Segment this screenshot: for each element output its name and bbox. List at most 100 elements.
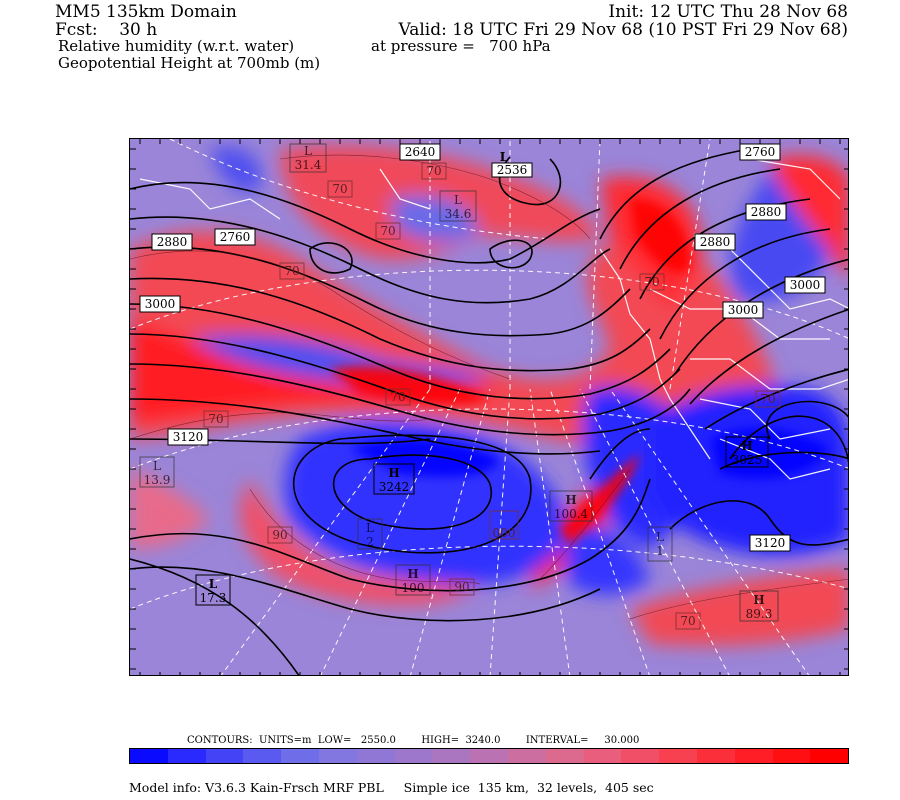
height-label: 2880 [694,233,736,251]
svg-text:90: 90 [454,580,469,594]
svg-text:H: H [741,439,752,453]
color-scale-swatch [583,749,622,763]
svg-text:70: 70 [380,224,395,238]
svg-text:H: H [753,593,764,607]
high-marker: H 3025 [725,436,769,468]
color-scale-swatch [507,749,546,763]
rh-label: 70 [421,162,447,180]
svg-text:70: 70 [390,390,405,404]
svg-text:1: 1 [656,544,664,558]
svg-text:100.4: 100.4 [554,507,589,521]
svg-text:L: L [304,144,312,158]
domain-title: MM5 135km Domain [55,2,237,22]
color-scale-swatch [696,749,735,763]
low-marker: L 31.4 [289,143,327,173]
svg-text:13.9: 13.9 [144,473,171,487]
svg-text:3120: 3120 [173,430,204,444]
map-plot: 2640 2760 2880 2760 2880 2880 [129,138,849,676]
valid-time: Valid: 18 UTC Fri 29 Nov 68 (10 PST Fri … [398,20,848,40]
svg-text:2880: 2880 [751,205,782,219]
svg-text:3000: 3000 [145,297,176,311]
svg-text:70: 70 [208,412,223,426]
svg-text:L: L [656,530,664,544]
color-scale-swatch [205,749,244,763]
color-scale-swatch [281,749,319,763]
rh-label: 70 [327,180,353,198]
rh-label: 90 [267,526,293,544]
svg-text:2760: 2760 [220,230,251,244]
color-scale-swatch [432,749,471,763]
high-marker: H 100 [395,564,431,596]
rh-label: 70 [375,222,401,240]
low-marker: L 2 [357,518,383,550]
svg-text:H: H [407,567,418,581]
rh-label: 70 [675,612,701,630]
rh-label: 70 [203,410,229,428]
height-label: 3000 [139,295,181,313]
svg-text:2640: 2640 [405,145,436,159]
high-marker: H 100.4 [549,490,593,522]
forecast-hour: Fcst: 30 h [55,20,158,40]
color-scale-swatch [810,749,849,763]
color-scale-swatch [167,749,206,763]
svg-text:2880: 2880 [157,235,188,249]
color-scale-swatch [621,749,660,763]
svg-text:90: 90 [272,528,287,542]
color-scale-swatch [470,749,508,763]
color-scale-swatch [243,749,282,763]
height-label: 2880 [745,203,787,221]
low-marker: L 34.6 [439,190,477,222]
svg-text:31.4: 31.4 [295,158,322,172]
svg-text:3000: 3000 [728,303,759,317]
svg-text:3120: 3120 [755,536,786,550]
svg-text:70: 70 [426,164,441,178]
high-marker: H 89.3 [739,590,779,622]
svg-text:34.6: 34.6 [445,207,472,221]
svg-text:2536: 2536 [497,163,528,177]
svg-text:100: 100 [402,581,425,595]
pressure-level: at pressure = 700 hPa [371,37,551,55]
svg-text:70: 70 [644,275,659,289]
rh-label: 90 [449,578,475,596]
svg-text:3000: 3000 [790,278,821,292]
height-label: 2760 [739,143,781,161]
color-scale-swatch [394,749,433,763]
color-scale-bar [129,748,849,764]
svg-text:H: H [565,493,576,507]
color-scale-swatch [130,749,168,763]
height-label: 3000 [722,301,764,319]
svg-text:L: L [153,459,161,473]
rh-label: 000 [489,510,519,540]
color-scale-swatch [734,749,773,763]
svg-text:70: 70 [284,264,299,278]
svg-text:70: 70 [680,614,695,628]
svg-text:2: 2 [366,535,374,549]
svg-text:70: 70 [760,392,775,406]
svg-text:2760: 2760 [745,145,776,159]
color-scale-swatch [772,749,811,763]
low-marker: L 1 [647,526,673,562]
field-height-label: Geopotential Height at 700mb (m) [58,54,321,72]
model-info: Model info: V3.6.3 Kain-Frsch MRF PBL Si… [129,780,654,795]
color-scale-swatch [545,749,584,763]
svg-text:17.3: 17.3 [200,591,227,605]
svg-text:2880: 2880 [700,235,731,249]
svg-text:H: H [388,466,399,480]
low-marker: L 2536 [491,150,533,178]
init-time: Init: 12 UTC Thu 28 Nov 68 [608,2,848,22]
high-marker: H 3242 [373,463,415,495]
svg-text:L: L [366,521,374,535]
svg-text:3025: 3025 [732,453,763,467]
height-label: 3120 [167,428,209,446]
contour-info: CONTOURS: UNITS=m LOW= 2550.0 HIGH= 3240… [187,735,640,746]
svg-text:70: 70 [332,182,347,196]
svg-text:3242: 3242 [379,480,410,494]
svg-text:89.3: 89.3 [746,607,773,621]
height-label: 2760 [214,228,256,246]
rh-label: 70 [639,273,665,291]
rh-label: 70 [279,262,305,280]
height-label: 2640 [399,143,441,161]
svg-text:L: L [209,577,218,591]
field-rh-label: Relative humidity (w.r.t. water) [58,37,295,55]
rh-height-map: 2640 2760 2880 2760 2880 2880 [130,139,848,675]
